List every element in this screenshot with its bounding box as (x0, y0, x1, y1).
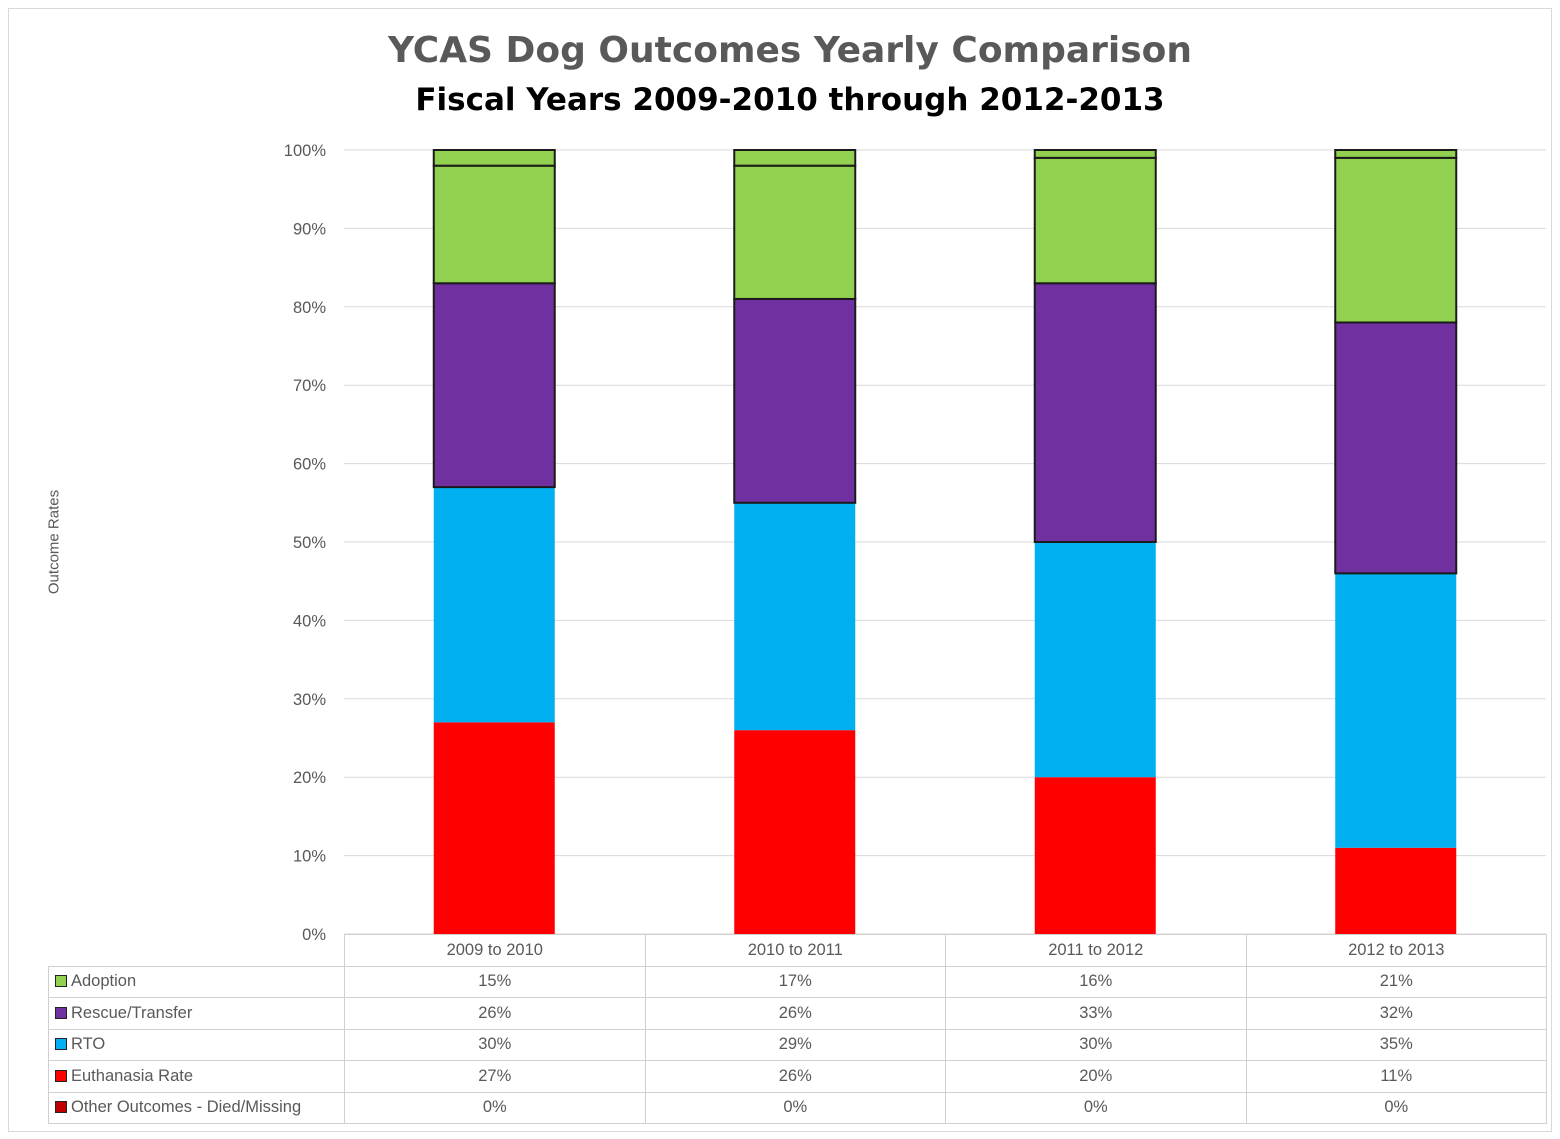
data-label: 20% (945, 1060, 1247, 1093)
x-category-label: 2009 to 2010 (344, 934, 646, 967)
y-tick-label: 90% (293, 220, 326, 238)
data-table: 2009 to 2010 2010 to 2011 2011 to 2012 2012… (48, 934, 1547, 1124)
legend-entry: RTO (48, 1028, 345, 1061)
data-label: 15% (344, 965, 646, 998)
bar-segment (433, 487, 555, 723)
data-label: 26% (644, 997, 946, 1030)
bar-segment (1334, 156, 1458, 324)
x-category-label: 2011 to 2012 (945, 934, 1247, 967)
data-label: 35% (1245, 1028, 1547, 1061)
chart-title: YCAS Dog Outcomes Yearly Comparison (387, 30, 1193, 71)
data-label: 11% (1245, 1060, 1547, 1093)
y-tick-label: 70% (293, 377, 326, 395)
legend-entry: Euthanasia Rate (48, 1060, 345, 1093)
bar-segment (733, 297, 857, 504)
bar-segment (1033, 149, 1157, 159)
data-label: 27% (344, 1060, 646, 1093)
table-row: Rescue/Transfer 26% 26% 33% 32% (48, 997, 1547, 1030)
y-tick-label: 80% (293, 299, 326, 317)
bar-segment (1034, 777, 1156, 934)
legend-key-swatch (55, 1038, 67, 1051)
bar-segment (432, 164, 556, 285)
legend-key-swatch (55, 1006, 67, 1019)
legend-key-swatch (55, 1069, 67, 1082)
table-row: Other Outcomes - Died/Missing 0% 0% 0% 0% (48, 1091, 1547, 1124)
bar-segment (433, 722, 555, 934)
data-label: 21% (1245, 965, 1547, 998)
legend-entry: Rescue/Transfer (48, 997, 345, 1030)
table-row: Euthanasia Rate 27% 26% 20% 11% (48, 1060, 1547, 1093)
legend-entry: Adoption (48, 965, 345, 998)
legend-label: RTO (71, 1035, 106, 1054)
bar-segment (1335, 847, 1457, 934)
x-category-label: 2012 to 2013 (1245, 934, 1547, 967)
bar-segment (733, 164, 857, 300)
legend-label: Euthanasia Rate (71, 1066, 194, 1085)
chart-frame (8, 8, 1552, 1132)
legend-entry: Other Outcomes - Died/Missing (48, 1091, 345, 1124)
bar-segment (1033, 282, 1157, 543)
bar-segment (432, 149, 556, 167)
bar-segment (1334, 149, 1458, 159)
legend-label: Adoption (71, 972, 137, 991)
data-label: 30% (344, 1028, 646, 1061)
bar-segment (733, 149, 857, 167)
y-tick-label: 50% (293, 534, 326, 552)
bar-segment (734, 502, 856, 731)
table-row: RTO 30% 29% 30% 35% (48, 1028, 1547, 1061)
y-tick-label: 0% (302, 926, 326, 944)
bar-segment (1033, 156, 1157, 285)
data-label: 32% (1245, 997, 1547, 1030)
data-label: 0% (644, 1091, 946, 1124)
y-tick-label: 10% (293, 848, 326, 866)
data-label: 0% (945, 1091, 1247, 1124)
legend-key-swatch (55, 1101, 67, 1114)
table-row: Adoption 15% 17% 16% 21% (48, 965, 1547, 998)
chart-subtitle: Fiscal Years 2009-2010 through 2012-2013 (415, 82, 1165, 118)
bar-segment (734, 730, 856, 934)
data-label: 0% (344, 1091, 646, 1124)
y-tick-label: 60% (293, 456, 326, 474)
table-corner (49, 935, 345, 967)
y-tick-label: 40% (293, 612, 326, 630)
bar-segment (1335, 573, 1457, 848)
y-tick-label: 30% (293, 691, 326, 709)
legend-key-swatch (55, 975, 67, 988)
y-tick-label: 100% (284, 142, 327, 160)
data-label: 17% (644, 965, 946, 998)
legend-label: Rescue/Transfer (71, 1003, 193, 1022)
data-label: 26% (344, 997, 646, 1030)
legend-label: Other Outcomes - Died/Missing (71, 1098, 302, 1117)
bar-segment (432, 282, 556, 489)
data-label: 16% (945, 965, 1247, 998)
data-label: 30% (945, 1028, 1247, 1061)
y-tick-label: 20% (293, 769, 326, 787)
x-category-label: 2010 to 2011 (644, 934, 946, 967)
data-label: 29% (644, 1028, 946, 1061)
bar-segment (1034, 542, 1156, 778)
data-label: 26% (644, 1060, 946, 1093)
bar-segment (1334, 321, 1458, 575)
data-label: 33% (945, 997, 1247, 1030)
data-label: 0% (1245, 1091, 1547, 1124)
